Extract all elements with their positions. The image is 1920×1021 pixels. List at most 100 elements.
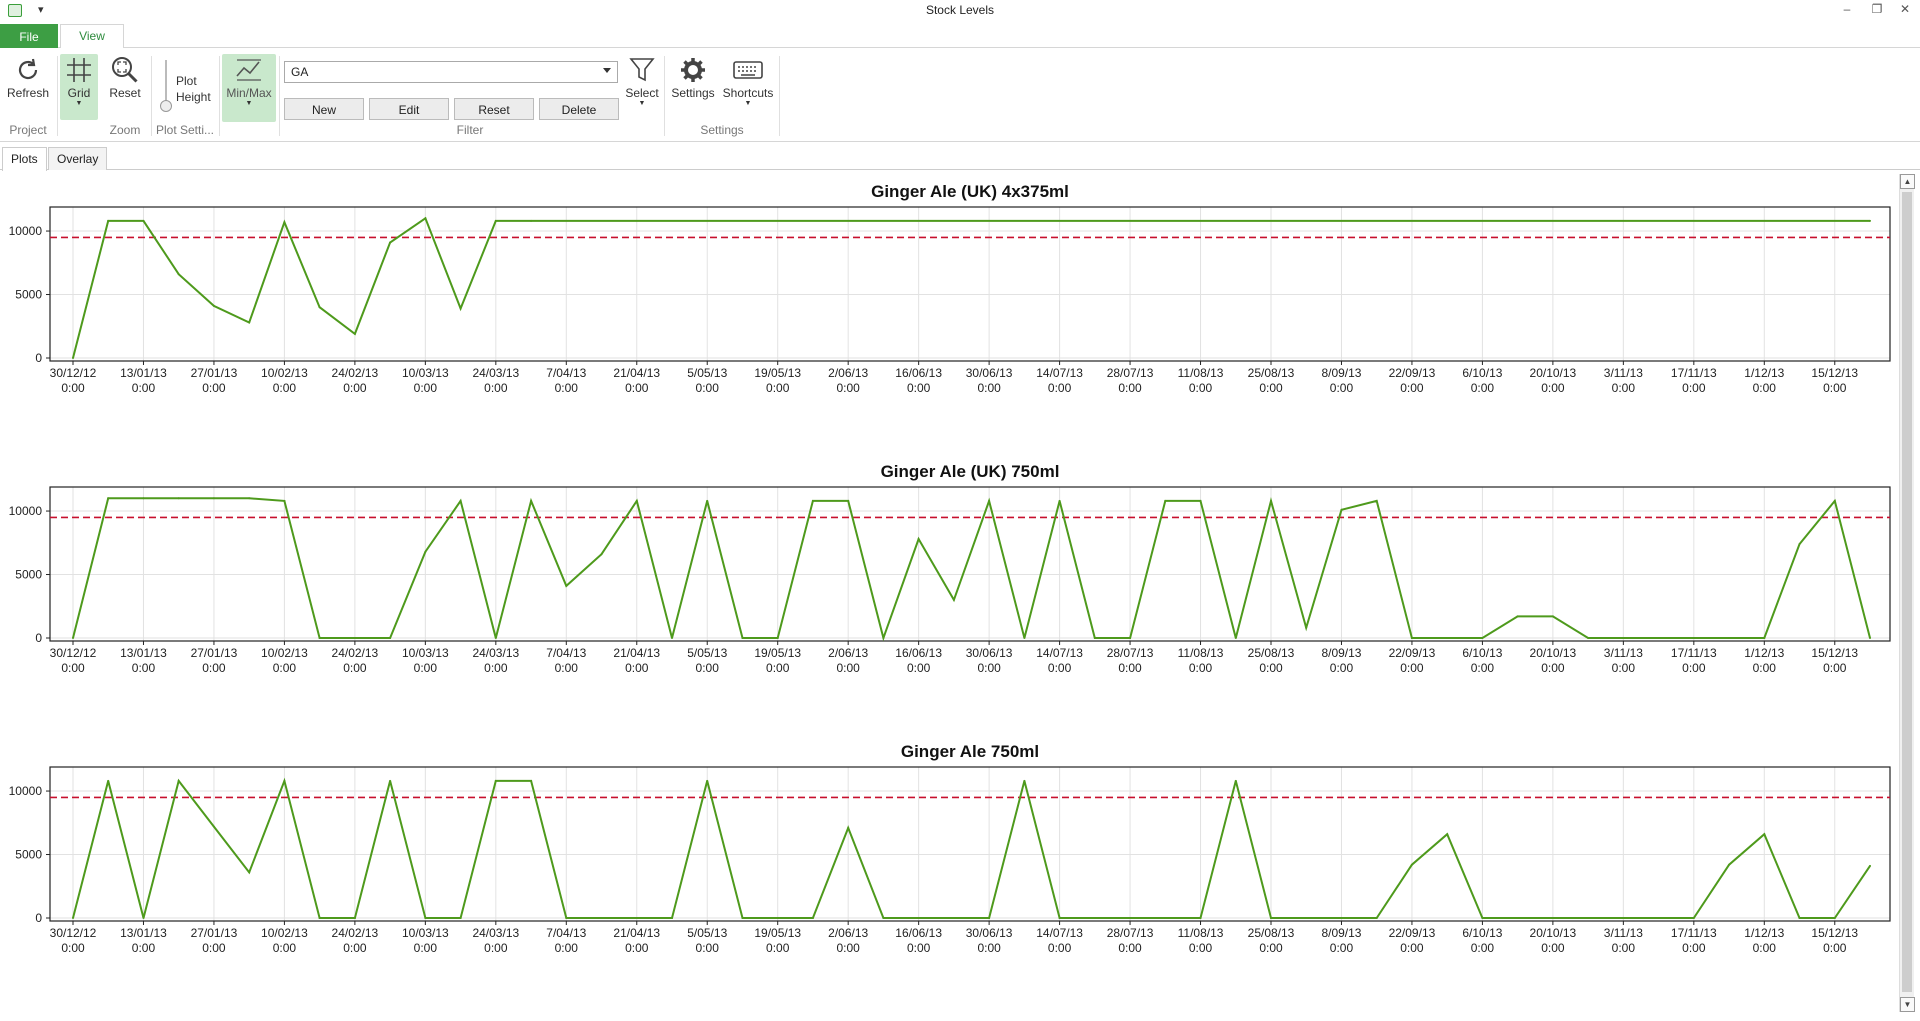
data-point — [917, 538, 920, 540]
tab-file[interactable]: File — [0, 24, 58, 48]
x-tick-time-label: 0:00 — [555, 661, 579, 675]
data-point — [776, 917, 779, 919]
quick-access-dropdown-icon[interactable]: ▾ — [38, 4, 44, 16]
x-tick-time-label: 0:00 — [1118, 381, 1142, 395]
data-point — [1869, 637, 1871, 639]
tab-plots[interactable]: Plots — [2, 147, 47, 171]
delete-filter-button[interactable]: Delete — [539, 98, 619, 120]
x-tick-label: 10/02/13 — [261, 646, 308, 660]
reset-zoom-button[interactable]: Reset — [104, 54, 146, 116]
x-tick-label: 24/03/13 — [472, 366, 519, 380]
y-tick-label: 0 — [35, 351, 42, 365]
tab-view[interactable]: View — [60, 24, 124, 49]
data-point — [1340, 917, 1343, 919]
data-point — [600, 553, 603, 556]
scroll-down-icon[interactable]: ▼ — [1900, 997, 1915, 1012]
group-label-zoom: Zoom — [109, 123, 141, 137]
data-point — [283, 779, 286, 782]
filter-select[interactable]: GA — [284, 61, 618, 83]
data-point — [1551, 917, 1554, 919]
tab-overlay[interactable]: Overlay — [48, 147, 108, 170]
plot-height-label: Plot Height — [176, 74, 211, 104]
x-tick-time-label: 0:00 — [132, 381, 156, 395]
select-button[interactable]: Select ▼ — [622, 54, 662, 120]
minimize-icon[interactable]: – — [1843, 2, 1851, 16]
data-point — [1692, 637, 1695, 639]
data-point — [1833, 917, 1836, 919]
x-tick-time-label: 0:00 — [1823, 941, 1847, 955]
series-line — [72, 216, 1870, 359]
data-point — [1516, 917, 1519, 919]
group-label-plot-settings: Plot Setti... — [155, 123, 215, 137]
x-tick-time-label: 0:00 — [1400, 661, 1424, 675]
data-point — [353, 332, 356, 335]
x-tick-label: 25/08/13 — [1248, 646, 1295, 660]
reset-filter-button[interactable]: Reset — [454, 98, 534, 120]
x-tick-label: 24/02/13 — [332, 366, 379, 380]
x-tick-label: 16/06/13 — [895, 646, 942, 660]
x-tick-time-label: 0:00 — [766, 941, 790, 955]
edit-filter-button[interactable]: Edit — [369, 98, 449, 120]
x-tick-label: 11/08/13 — [1178, 646, 1224, 660]
data-point — [671, 637, 673, 639]
data-point — [776, 637, 779, 639]
x-tick-label: 22/09/13 — [1389, 366, 1436, 380]
x-tick-label: 10/02/13 — [261, 926, 308, 940]
x-tick-label: 16/06/13 — [895, 926, 942, 940]
refresh-button[interactable]: Refresh — [4, 54, 52, 116]
vertical-scrollbar[interactable]: ▲ ▼ — [1899, 174, 1915, 1012]
x-tick-time-label: 0:00 — [484, 941, 508, 955]
x-tick-label: 6/10/13 — [1462, 366, 1502, 380]
new-filter-button[interactable]: New — [284, 98, 364, 120]
x-tick-label: 22/09/13 — [1389, 646, 1436, 660]
scroll-thumb[interactable] — [1902, 192, 1912, 992]
y-tick-label: 5000 — [15, 848, 42, 862]
data-point — [248, 871, 251, 874]
data-point — [318, 917, 321, 919]
close-icon[interactable]: ✕ — [1899, 2, 1911, 16]
data-point — [706, 499, 709, 502]
x-tick-label: 14/07/13 — [1036, 366, 1083, 380]
x-tick-time-label: 0:00 — [696, 661, 720, 675]
settings-button[interactable]: Settings — [668, 54, 718, 116]
chevron-down-icon: ▼ — [638, 100, 646, 107]
data-point — [1199, 499, 1202, 502]
plots-canvas[interactable]: Ginger Ale (UK) 4x375ml 0 5000 10000 30/12/1… — [0, 170, 1898, 1016]
shortcuts-button[interactable]: Shortcuts ▼ — [720, 54, 776, 120]
data-point — [212, 497, 215, 500]
x-tick-label: 2/06/13 — [828, 926, 868, 940]
x-tick-time-label: 0:00 — [1682, 941, 1706, 955]
data-point — [318, 637, 321, 639]
data-point — [671, 917, 673, 919]
data-point — [565, 584, 568, 587]
x-tick-time-label: 0:00 — [1753, 381, 1777, 395]
data-point — [847, 499, 850, 502]
data-point — [530, 499, 533, 502]
x-tick-time-label: 0:00 — [1048, 381, 1072, 395]
x-tick-label: 13/01/13 — [120, 926, 167, 940]
ribbon: Refresh Project Grid ▼ Reset Zoom Plot H… — [0, 48, 1920, 142]
plot-height-slider-icon[interactable] — [160, 60, 172, 112]
data-point — [1763, 833, 1766, 836]
x-tick-label: 6/10/13 — [1462, 646, 1502, 660]
data-point — [1833, 499, 1836, 502]
data-point — [1023, 779, 1026, 782]
ribbon-tab-bar: File View ⌃ ⚒ ☺ ? — [0, 22, 1920, 64]
x-tick-label: 21/04/13 — [613, 366, 660, 380]
minmax-button[interactable]: Min/Max ▼ — [222, 54, 276, 122]
data-point — [212, 825, 215, 828]
x-tick-label: 6/10/13 — [1462, 926, 1502, 940]
x-tick-label: 8/09/13 — [1321, 366, 1361, 380]
data-point — [107, 219, 110, 222]
window-title: Stock Levels — [925, 3, 995, 17]
scroll-up-icon[interactable]: ▲ — [1900, 174, 1915, 189]
grid-button[interactable]: Grid ▼ — [60, 54, 98, 120]
y-tick-label: 5000 — [15, 568, 42, 582]
restore-icon[interactable]: ❐ — [1871, 2, 1883, 16]
data-point — [917, 917, 920, 919]
x-tick-time-label: 0:00 — [625, 381, 649, 395]
data-point — [107, 497, 110, 500]
chevron-down-icon: ▼ — [75, 100, 83, 107]
data-point — [1516, 615, 1519, 618]
data-point — [72, 917, 74, 919]
